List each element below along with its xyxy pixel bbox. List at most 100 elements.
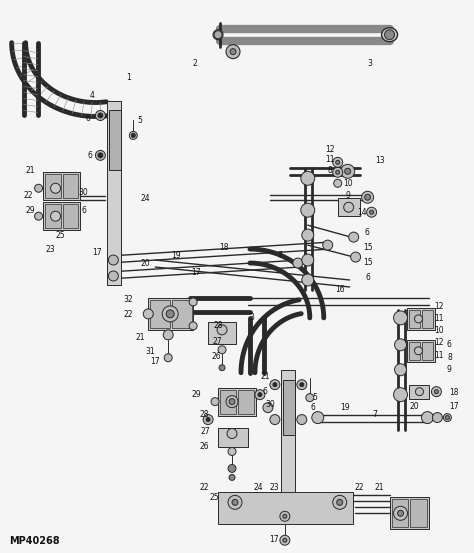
Circle shape	[229, 474, 235, 481]
Bar	[422, 342, 433, 360]
Text: 15: 15	[363, 243, 373, 252]
Text: 6: 6	[263, 387, 267, 396]
Text: 4: 4	[90, 91, 95, 100]
Bar	[172, 300, 192, 328]
Circle shape	[302, 254, 314, 266]
Circle shape	[393, 388, 408, 401]
Circle shape	[35, 212, 43, 220]
Text: 2: 2	[193, 59, 198, 68]
Text: 30: 30	[79, 188, 88, 197]
Text: 14: 14	[357, 208, 366, 217]
Bar	[45, 174, 61, 198]
Circle shape	[189, 298, 197, 306]
Circle shape	[366, 207, 376, 217]
Circle shape	[228, 447, 236, 456]
Circle shape	[226, 395, 238, 408]
Circle shape	[203, 415, 213, 425]
Circle shape	[341, 164, 355, 178]
Text: 17: 17	[269, 535, 279, 544]
Circle shape	[345, 168, 351, 174]
Circle shape	[219, 365, 225, 371]
Text: 19: 19	[340, 403, 349, 412]
Circle shape	[166, 310, 174, 318]
Text: 12: 12	[435, 302, 444, 311]
Circle shape	[306, 394, 314, 401]
Text: 27: 27	[212, 337, 222, 346]
Text: 21: 21	[260, 372, 270, 381]
Circle shape	[337, 499, 343, 505]
Circle shape	[228, 465, 236, 472]
Text: 28: 28	[213, 321, 223, 330]
Text: 24: 24	[253, 483, 263, 492]
Circle shape	[323, 240, 333, 250]
Bar	[337, 198, 360, 216]
Text: 22: 22	[24, 191, 33, 200]
Circle shape	[393, 311, 408, 325]
Text: 24: 24	[140, 194, 150, 203]
Bar	[410, 499, 428, 527]
Circle shape	[293, 258, 303, 268]
Circle shape	[164, 354, 172, 362]
Circle shape	[416, 388, 423, 395]
Text: 21: 21	[26, 166, 36, 175]
Text: 8: 8	[328, 166, 332, 175]
Circle shape	[414, 347, 422, 355]
Text: 9: 9	[447, 365, 452, 374]
Circle shape	[344, 202, 354, 212]
Bar	[408, 308, 436, 330]
Bar	[410, 385, 429, 399]
Text: 6: 6	[310, 403, 315, 412]
Circle shape	[228, 495, 242, 509]
Circle shape	[431, 387, 441, 397]
Text: 17: 17	[150, 357, 160, 366]
Circle shape	[214, 31, 222, 39]
Circle shape	[255, 390, 265, 400]
Bar	[150, 300, 170, 328]
Circle shape	[98, 113, 103, 118]
Text: 10: 10	[435, 326, 444, 335]
Circle shape	[280, 512, 290, 521]
Circle shape	[163, 330, 173, 340]
Bar	[238, 390, 254, 414]
Text: 27: 27	[201, 427, 210, 436]
Circle shape	[283, 514, 287, 518]
Text: 26: 26	[199, 442, 209, 451]
Bar	[392, 499, 409, 527]
Circle shape	[218, 346, 226, 354]
Circle shape	[398, 510, 403, 517]
Text: 29: 29	[191, 390, 201, 399]
Text: 31: 31	[146, 347, 155, 356]
Circle shape	[98, 153, 103, 158]
Circle shape	[336, 170, 340, 174]
Bar	[410, 342, 420, 360]
Circle shape	[432, 413, 442, 422]
Text: 6: 6	[364, 228, 369, 237]
Circle shape	[95, 150, 105, 160]
Text: 5: 5	[138, 116, 143, 125]
Circle shape	[280, 535, 290, 545]
Text: 6: 6	[81, 206, 86, 215]
Text: 11: 11	[435, 351, 444, 360]
Bar	[410, 310, 420, 328]
Circle shape	[370, 210, 374, 214]
Bar	[218, 388, 256, 416]
Text: 18: 18	[450, 388, 459, 397]
Circle shape	[297, 415, 307, 425]
Circle shape	[232, 499, 238, 505]
Bar	[218, 492, 353, 524]
Circle shape	[302, 274, 314, 286]
Text: 11: 11	[325, 155, 335, 164]
Text: 25: 25	[209, 493, 219, 502]
Bar	[148, 298, 193, 330]
Ellipse shape	[213, 30, 223, 40]
Circle shape	[229, 399, 235, 405]
Text: 23: 23	[46, 244, 55, 254]
Circle shape	[206, 418, 210, 421]
Circle shape	[211, 398, 219, 405]
Circle shape	[362, 191, 374, 203]
Text: 6: 6	[86, 114, 91, 123]
Text: 23: 23	[269, 483, 279, 492]
Circle shape	[109, 255, 118, 265]
Text: 13: 13	[375, 156, 384, 165]
Circle shape	[95, 111, 105, 121]
